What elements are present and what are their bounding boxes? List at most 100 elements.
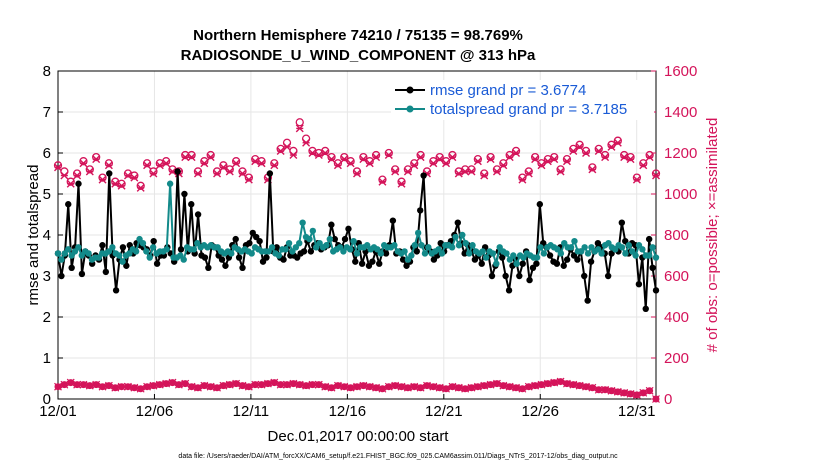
spread-point	[646, 252, 653, 259]
bottom-obs-marker	[333, 381, 342, 390]
rmse-point	[246, 240, 253, 247]
assimilated-obs-marker	[79, 159, 88, 168]
rmse-point	[454, 219, 462, 226]
bottom-obs-x	[124, 382, 132, 391]
spread-point	[119, 258, 126, 265]
assimilated-obs-marker	[410, 161, 419, 170]
bottom-obs-x	[518, 384, 527, 393]
assimilated-obs-marker	[60, 171, 69, 180]
spread-point	[652, 254, 660, 261]
bottom-obs-x	[340, 382, 349, 391]
legend-box	[391, 80, 654, 120]
y-right-tick-label: 0	[664, 391, 672, 408]
assimilated-obs-marker	[181, 153, 190, 162]
possible-obs-marker	[66, 177, 75, 186]
assimilated-obs-marker	[372, 153, 381, 162]
rmse-point	[341, 235, 349, 243]
spread-point	[163, 246, 170, 253]
bottom-obs-x	[607, 386, 616, 395]
spread-point	[408, 252, 415, 259]
bottom-obs-marker	[378, 384, 387, 393]
assimilated-obs-marker	[416, 153, 425, 162]
assimilated-obs-marker	[620, 153, 629, 162]
rmse-point	[358, 260, 366, 267]
bottom-obs-x	[563, 379, 571, 388]
possible-obs-marker	[295, 118, 304, 127]
bottom-obs-x	[66, 378, 75, 387]
possible-obs-marker	[511, 146, 521, 156]
bottom-obs-marker	[264, 379, 272, 388]
assimilated-obs-marker	[155, 161, 164, 170]
bottom-obs-x	[117, 382, 126, 391]
assimilated-obs-marker	[391, 167, 400, 176]
y-axis-right-ticks: 0 200 400 600 800 1000 1200 1400 1600	[651, 63, 697, 408]
bottom-obs-marker	[276, 380, 285, 389]
assimilated-obs-marker	[562, 157, 571, 166]
spread-point	[537, 244, 544, 251]
bottom-obs-marker	[499, 381, 508, 390]
bottom-obs-marker	[493, 379, 501, 388]
rmse-point	[376, 260, 383, 267]
assimilated-obs-marker	[66, 179, 75, 188]
bottom-obs-marker	[442, 384, 450, 393]
bottom-obs-x	[54, 382, 62, 391]
spread-point	[421, 250, 429, 257]
y-left-tick-label: 3	[43, 268, 51, 285]
x-tick-label: 12/21	[425, 403, 463, 420]
possible-obs-marker	[422, 167, 432, 176]
spread-point	[465, 250, 473, 257]
spread-point	[411, 242, 418, 249]
bottom-obs-x	[473, 382, 482, 391]
assimilated-obs-marker	[359, 155, 368, 164]
rmse-point	[106, 170, 113, 177]
bottom-obs-x	[620, 388, 629, 397]
bottom-obs-marker	[219, 381, 228, 390]
bottom-obs-x	[79, 380, 88, 389]
bottom-obs-marker	[238, 381, 247, 390]
possible-obs-marker	[200, 157, 209, 166]
y-left-tick-label: 1	[43, 350, 51, 367]
bottom-obs-marker	[213, 383, 221, 392]
bottom-obs-x	[505, 382, 514, 391]
bottom-obs-x	[302, 381, 311, 390]
rmse-point	[461, 250, 468, 257]
assimilated-obs-marker	[340, 155, 349, 164]
assimilated-obs-marker	[556, 167, 565, 176]
rmse-point	[526, 276, 533, 284]
bottom-obs-marker	[403, 383, 412, 392]
bottom-obs-x	[416, 383, 425, 392]
bottom-obs-x	[104, 381, 113, 390]
bottom-obs-x	[588, 383, 597, 392]
rmse-point	[150, 237, 157, 245]
possible-obs-marker	[104, 159, 114, 168]
spread-point	[489, 250, 497, 257]
legend: rmse grand pr = 3.6774 totalspread grand…	[391, 80, 654, 120]
bottom-obs-marker	[569, 380, 578, 389]
bottom-obs-x	[149, 381, 158, 390]
possible-obs-marker	[480, 169, 489, 178]
bottom-obs-x	[264, 379, 272, 388]
bottom-obs-x	[219, 381, 228, 390]
spread-point	[326, 235, 334, 243]
possible-obs-marker	[85, 165, 94, 174]
y-left-tick-label: 0	[43, 391, 51, 408]
assimilated-obs-marker	[378, 177, 387, 186]
bottom-obs-marker	[473, 382, 482, 391]
possible-obs-marker	[378, 175, 387, 184]
bottom-obs-marker	[314, 380, 323, 389]
bottom-obs-x	[601, 385, 610, 394]
spread-point	[625, 242, 633, 249]
bottom-obs-x	[626, 389, 635, 398]
bottom-obs-marker	[181, 379, 190, 388]
possible-obs-marker	[136, 181, 145, 190]
bottom-obs-x	[556, 377, 565, 386]
bottom-obs-marker	[283, 380, 291, 389]
bottom-obs-x	[130, 383, 139, 392]
possible-obs-marker	[492, 165, 502, 174]
rmse-point	[502, 272, 509, 280]
spread-point	[418, 242, 425, 249]
assimilated-obs-marker	[92, 155, 101, 164]
spread-point	[180, 256, 187, 263]
assimilated-obs-marker	[73, 171, 82, 180]
rmse-point	[536, 201, 544, 208]
